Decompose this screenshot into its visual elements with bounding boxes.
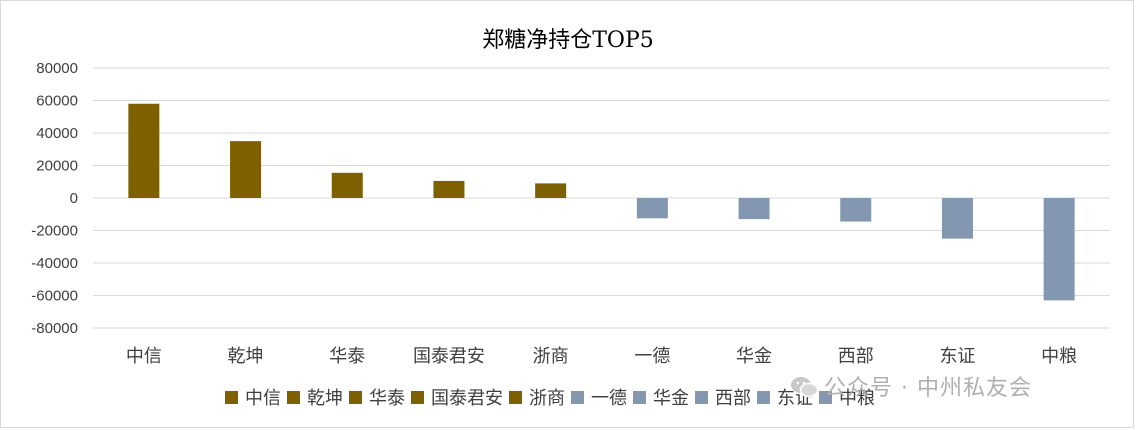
x-tick-label: 中粮 — [1041, 346, 1077, 367]
bar-中信 — [128, 103, 160, 198]
x-tick-label: 华金 — [736, 346, 772, 367]
y-tick-label: -80000 — [31, 320, 78, 337]
x-tick-label: 西部 — [838, 346, 874, 367]
x-tick-label: 浙商 — [533, 346, 569, 367]
bar-华金 — [738, 198, 770, 220]
legend-swatch — [633, 391, 646, 404]
bar-一德 — [636, 198, 668, 219]
x-tick-label: 中信 — [126, 346, 162, 367]
legend-label: 华金 — [653, 388, 689, 409]
bar-国泰君安 — [433, 180, 465, 198]
legend-swatch — [695, 391, 708, 404]
legend-label: 中粮 — [839, 388, 875, 409]
bar-西部 — [840, 198, 872, 222]
y-tick-label: 0 — [70, 190, 78, 207]
y-tick-label: 80000 — [36, 60, 78, 77]
legend-label: 国泰君安 — [431, 388, 503, 409]
bar-中粮 — [1043, 198, 1075, 301]
legend-label: 西部 — [715, 388, 751, 409]
y-tick-label: 20000 — [36, 158, 78, 175]
y-tick-label: -20000 — [31, 223, 78, 240]
legend-swatch — [571, 391, 584, 404]
chart-title: 郑糖净持仓TOP5 — [482, 28, 654, 53]
x-tick-label: 乾坤 — [228, 346, 264, 367]
legend-label: 一德 — [591, 388, 627, 409]
y-tick-label: -60000 — [31, 288, 78, 305]
y-tick-label: -40000 — [31, 255, 78, 272]
legend-swatch — [819, 391, 832, 404]
x-tick-label: 国泰君安 — [413, 346, 485, 367]
legend-swatch — [225, 391, 238, 404]
legend-swatch — [509, 391, 522, 404]
watermark-text: 公众号 · 中州私友会 — [824, 376, 1032, 401]
legend-label: 中信 — [245, 388, 281, 409]
legend-label: 乾坤 — [307, 388, 343, 409]
x-tick-label: 一德 — [634, 346, 670, 367]
legend-swatch — [411, 391, 424, 404]
x-tick-label: 东证 — [939, 346, 975, 367]
legend-swatch — [757, 391, 770, 404]
wechat-icon — [791, 377, 819, 398]
y-tick-label: 40000 — [36, 125, 78, 142]
legend-swatch — [349, 391, 362, 404]
x-tick-label: 华泰 — [329, 346, 365, 367]
legend-swatch — [287, 391, 300, 404]
legend-label: 华泰 — [369, 388, 405, 409]
bar-华泰 — [331, 172, 363, 198]
watermark: 公众号 · 中州私友会 — [790, 370, 1032, 402]
bar-东证 — [941, 198, 973, 239]
bar-浙商 — [535, 183, 567, 198]
y-tick-label: 60000 — [36, 93, 78, 110]
bar-乾坤 — [230, 141, 262, 198]
legend-label: 浙商 — [529, 388, 565, 409]
